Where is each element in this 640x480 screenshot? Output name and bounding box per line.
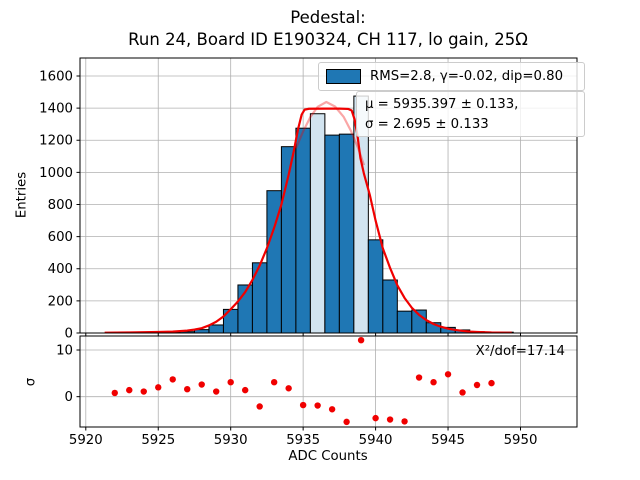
residual-point bbox=[126, 386, 133, 394]
residual-point bbox=[488, 379, 495, 387]
tick-label: 5935 bbox=[286, 433, 320, 448]
residual-point bbox=[184, 386, 191, 393]
residual-point bbox=[241, 386, 249, 394]
tick-label: 5925 bbox=[141, 433, 175, 448]
tick-label: 5940 bbox=[359, 433, 393, 448]
histogram-bar bbox=[367, 239, 384, 334]
fit-param-sigma: σ = 2.695 ± 0.133 bbox=[365, 117, 489, 132]
tick-label: 800 bbox=[48, 198, 73, 213]
residual-point bbox=[444, 371, 452, 378]
tick-label: 400 bbox=[48, 262, 73, 277]
histogram-bar bbox=[396, 310, 413, 334]
tick-label: 5945 bbox=[431, 433, 465, 448]
fit-with-dip bbox=[104, 107, 512, 333]
residual-point bbox=[357, 337, 365, 344]
residual-point bbox=[227, 379, 234, 386]
histogram-bar bbox=[338, 133, 355, 334]
tick-label: 10 bbox=[56, 344, 73, 359]
tick-label: 5930 bbox=[214, 433, 248, 448]
residual-point bbox=[155, 384, 162, 391]
page-title: Pedestal: bbox=[290, 8, 366, 27]
histogram-bar bbox=[208, 324, 224, 334]
residual-point bbox=[473, 381, 481, 389]
tick-label: 1600 bbox=[39, 69, 73, 84]
legend-entry-rms: RMS=2.8, γ=-0.02, dip=0.80 bbox=[370, 69, 564, 84]
residual-point bbox=[415, 374, 423, 381]
residual-point bbox=[270, 379, 278, 386]
axes-frame bbox=[79, 335, 578, 428]
tick-label: 0 bbox=[65, 390, 73, 405]
tick-label: 1000 bbox=[39, 166, 73, 181]
residual-point bbox=[372, 414, 379, 422]
histogram-bar bbox=[295, 127, 311, 334]
gaussian-component bbox=[294, 100, 366, 166]
residual-point bbox=[285, 385, 292, 392]
tick-label: 200 bbox=[48, 294, 73, 309]
residual-point bbox=[459, 389, 466, 396]
x-axis-label: ADC Counts bbox=[288, 449, 368, 464]
residual-point bbox=[256, 403, 263, 410]
histogram-bar bbox=[382, 279, 398, 334]
fit-params-box: μ = 5935.397 ± 0.133, σ = 2.695 ± 0.133 bbox=[356, 91, 585, 137]
histogram-bar bbox=[309, 113, 326, 334]
histogram-bar bbox=[324, 134, 340, 334]
page-subtitle: Run 24, Board ID E190324, CH 117, lo gai… bbox=[128, 30, 528, 49]
tick-label: 0 bbox=[65, 327, 73, 342]
residual-point bbox=[328, 406, 336, 413]
tick-label: 600 bbox=[48, 230, 73, 245]
residual-point bbox=[314, 402, 321, 409]
fit-param-mu: μ = 5935.397 ± 0.133, bbox=[365, 97, 519, 112]
tick-label: 1200 bbox=[39, 134, 73, 149]
residual-point bbox=[386, 416, 394, 423]
residual-point bbox=[343, 418, 350, 426]
tick-label: 5920 bbox=[69, 433, 103, 448]
tick-label: 5950 bbox=[504, 433, 538, 448]
histogram-swatch-icon bbox=[326, 69, 361, 84]
residual-point bbox=[401, 418, 408, 425]
chi2-annotation: X²/dof=17.14 bbox=[475, 344, 565, 359]
residual-point bbox=[299, 401, 307, 409]
residual-point bbox=[140, 388, 147, 395]
residual-point bbox=[430, 379, 437, 386]
residual-point bbox=[213, 388, 220, 395]
y-axis-label-sigma: σ bbox=[23, 377, 39, 387]
residual-point bbox=[198, 381, 205, 388]
legend: RMS=2.8, γ=-0.02, dip=0.80 bbox=[318, 62, 585, 91]
y-axis-label-entries: Entries bbox=[14, 171, 30, 219]
residual-point bbox=[111, 389, 118, 397]
tick-label: 1400 bbox=[39, 102, 73, 117]
residual-point bbox=[169, 376, 176, 383]
axes-frame bbox=[79, 57, 578, 334]
